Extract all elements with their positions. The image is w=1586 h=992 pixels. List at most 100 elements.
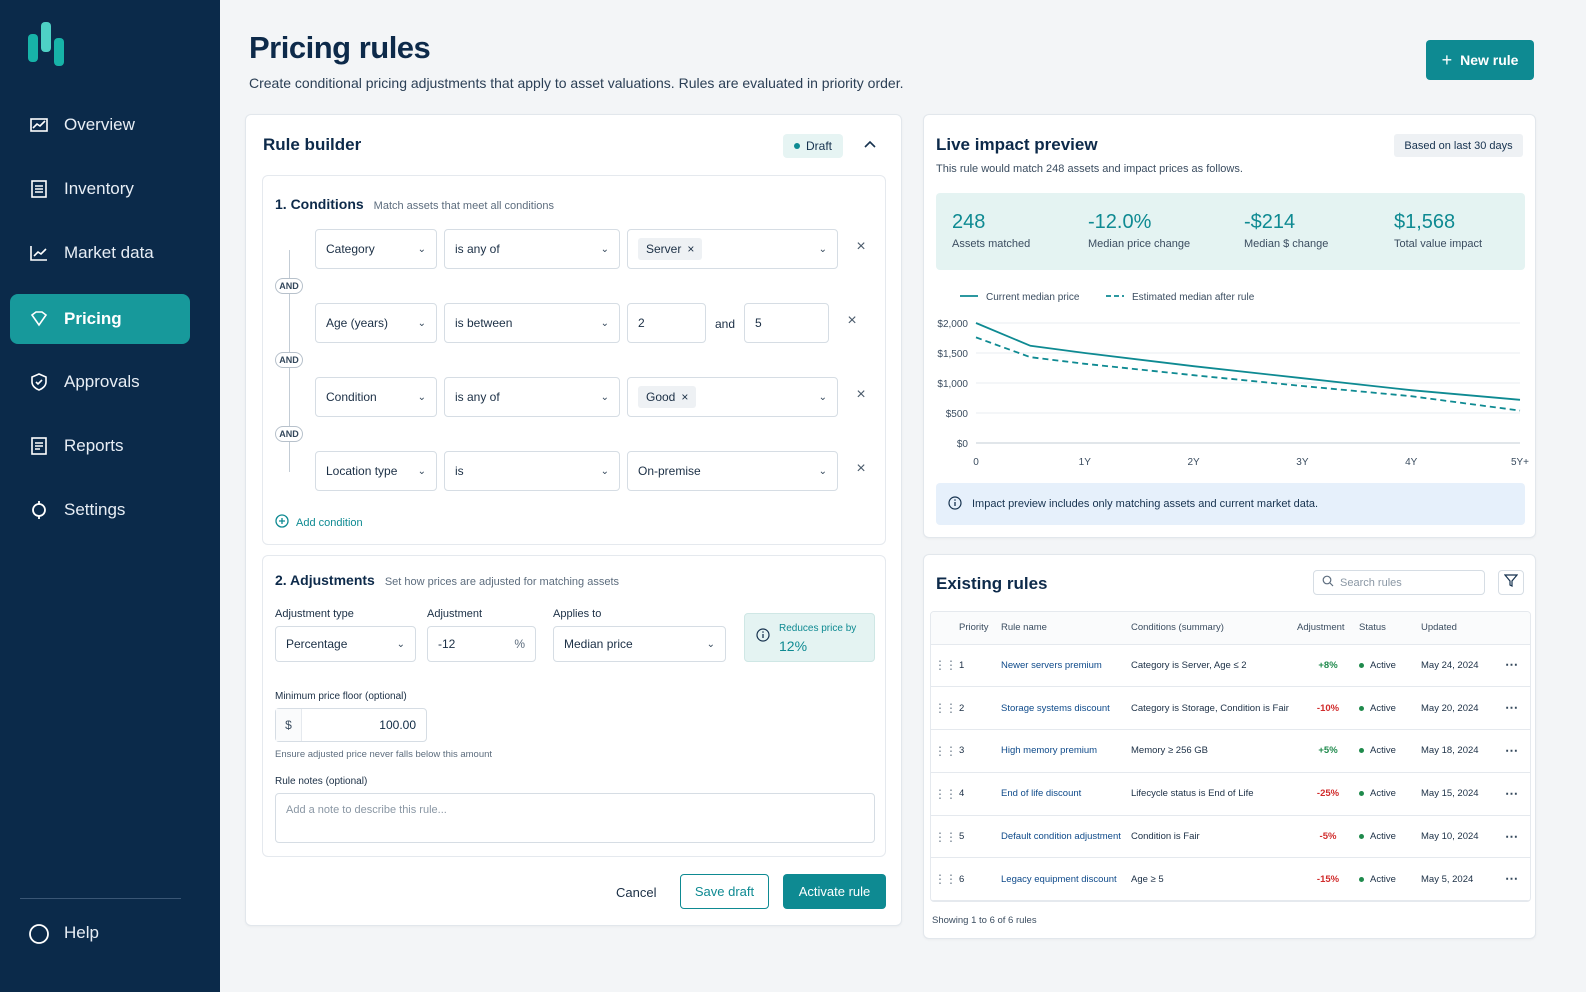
table-row[interactable]: ⋮⋮ 2 Storage systems discount Category is S… bbox=[931, 686, 1530, 731]
condition-value-select[interactable]: Good × ⌄ bbox=[627, 377, 838, 417]
value-chip: Server × bbox=[638, 238, 703, 260]
drag-handle-icon[interactable]: ⋮⋮ bbox=[934, 743, 957, 758]
chevron-down-icon: ⌄ bbox=[818, 465, 827, 477]
sidebar-item-settings[interactable]: Settings bbox=[10, 485, 190, 535]
adjustment-cell: -25% bbox=[1316, 788, 1340, 800]
actions-column-header bbox=[1493, 612, 1530, 645]
age-min-input[interactable]: 2 bbox=[627, 303, 706, 343]
priority-cell: 6 bbox=[959, 857, 1001, 902]
help-icon bbox=[28, 922, 50, 944]
remove-condition-icon[interactable]: × bbox=[856, 460, 866, 477]
status-dot bbox=[1359, 834, 1364, 840]
sidebar-divider bbox=[20, 898, 181, 899]
condition-field-select[interactable]: Location type ⌄ bbox=[315, 451, 437, 491]
new-rule-button[interactable]: + New rule bbox=[1426, 40, 1534, 80]
plus-circle-icon bbox=[275, 514, 289, 531]
floor-input[interactable]: $ 100.00 bbox=[275, 708, 427, 742]
chip-remove-icon[interactable]: × bbox=[681, 390, 689, 404]
condition-operator-select[interactable]: is any of ⌄ bbox=[444, 229, 620, 269]
remove-condition-icon[interactable]: × bbox=[856, 386, 866, 403]
sidebar-item-approvals[interactable]: Approvals bbox=[10, 357, 190, 407]
row-menu-icon[interactable]: ⋯ bbox=[1493, 644, 1530, 688]
condition-operator-select[interactable]: is any of ⌄ bbox=[444, 377, 620, 417]
page-title: Pricing rules bbox=[249, 30, 431, 65]
notes-textarea[interactable]: Add a note to describe this rule... bbox=[275, 793, 875, 843]
chevron-down-icon: ⌄ bbox=[396, 638, 405, 650]
drag-handle-icon[interactable]: ⋮⋮ bbox=[934, 872, 957, 887]
rules-search-input[interactable]: Search rules bbox=[1313, 570, 1485, 595]
rule-name-link[interactable]: End of life discount bbox=[1001, 788, 1082, 800]
input-value: 2 bbox=[638, 316, 645, 330]
condition-field-select[interactable]: Age (years) ⌄ bbox=[315, 303, 437, 343]
rule-name-link[interactable]: Storage systems discount bbox=[1001, 702, 1110, 714]
condition-field-select[interactable]: Condition ⌄ bbox=[315, 377, 437, 417]
drag-handle-icon[interactable]: ⋮⋮ bbox=[934, 658, 957, 673]
sidebar-item-inventory[interactable]: Inventory bbox=[10, 164, 190, 214]
help-link[interactable]: Help bbox=[10, 908, 190, 958]
legend-label: Current median price bbox=[986, 292, 1080, 303]
activate-rule-button[interactable]: Activate rule bbox=[783, 874, 886, 909]
row-menu-icon[interactable]: ⋯ bbox=[1493, 729, 1530, 773]
and-pill: AND bbox=[275, 426, 303, 442]
chart-icon bbox=[28, 114, 50, 136]
priority-cell: 3 bbox=[959, 729, 1001, 773]
stat-value: $1,568 bbox=[1394, 211, 1456, 233]
adjustment-type-select[interactable]: Percentage ⌄ bbox=[275, 626, 416, 662]
condition-field-select[interactable]: Category ⌄ bbox=[315, 229, 437, 269]
rule-name-link[interactable]: High memory premium bbox=[1001, 745, 1098, 757]
row-menu-icon[interactable]: ⋯ bbox=[1493, 686, 1530, 731]
remove-condition-icon[interactable]: × bbox=[847, 312, 857, 329]
rule-name-link[interactable]: Legacy equipment discount bbox=[1001, 873, 1117, 885]
chevron-down-icon: ⌄ bbox=[600, 391, 609, 403]
sidebar-item-market-data[interactable]: Market data bbox=[10, 228, 190, 278]
preview-subtitle: This rule would match 248 assets and imp… bbox=[936, 163, 1243, 175]
collapse-chevron-icon[interactable] bbox=[863, 137, 877, 156]
save-draft-button[interactable]: Save draft bbox=[680, 874, 769, 909]
status-dot bbox=[1359, 705, 1364, 711]
sidebar-item-pricing[interactable]: Pricing bbox=[10, 294, 190, 344]
new-rule-label: New rule bbox=[1460, 52, 1519, 68]
table-row[interactable]: ⋮⋮ 4 End of life discount Lifecycle status … bbox=[931, 772, 1530, 816]
applies-to-select[interactable]: Median price ⌄ bbox=[553, 626, 726, 662]
adjustment-input[interactable]: -12% bbox=[427, 626, 536, 662]
reduces-price-callout: Reduces price by 12% bbox=[744, 613, 875, 662]
rule-builder-title: Rule builder bbox=[263, 135, 362, 154]
updated-cell: May 20, 2024 bbox=[1421, 686, 1493, 731]
age-max-input[interactable]: 5 bbox=[744, 303, 829, 343]
search-placeholder: Search rules bbox=[1340, 576, 1402, 589]
cancel-button[interactable]: Cancel bbox=[616, 885, 657, 900]
sidebar-item-label: Overview bbox=[64, 115, 135, 134]
sidebar-item-overview[interactable]: Overview bbox=[10, 100, 190, 150]
remove-condition-icon[interactable]: × bbox=[856, 238, 866, 255]
legend-label: Estimated median after rule bbox=[1132, 292, 1255, 303]
stat-label: Median $ change bbox=[1244, 238, 1329, 250]
table-row[interactable]: ⋮⋮ 3 High memory premium Memory ≥ 256 GB +5%… bbox=[931, 729, 1530, 773]
row-menu-icon[interactable]: ⋯ bbox=[1493, 857, 1530, 902]
drag-handle-icon[interactable]: ⋮⋮ bbox=[934, 829, 957, 844]
table-row[interactable]: ⋮⋮ 5 Default condition adjustment Condition… bbox=[931, 815, 1530, 859]
chip-remove-icon[interactable]: × bbox=[687, 242, 695, 256]
condition-operator-select[interactable]: is ⌄ bbox=[444, 451, 620, 491]
drag-handle-icon[interactable]: ⋮⋮ bbox=[934, 701, 957, 716]
sidebar-item-label: Settings bbox=[64, 500, 126, 519]
row-menu-icon[interactable]: ⋯ bbox=[1493, 815, 1530, 859]
adjustment-cell: +5% bbox=[1318, 745, 1338, 757]
select-value: Age (years) bbox=[326, 316, 389, 330]
condition-value-select[interactable]: Server × ⌄ bbox=[627, 229, 838, 269]
row-menu-icon[interactable]: ⋯ bbox=[1493, 772, 1530, 816]
filter-button[interactable] bbox=[1498, 570, 1524, 595]
gear-icon bbox=[28, 499, 50, 521]
value-chip: Good × bbox=[638, 386, 697, 408]
sidebar-item-reports[interactable]: Reports bbox=[10, 421, 190, 471]
conditions-cell: Age ≥ 5 bbox=[1131, 857, 1297, 902]
condition-value-select[interactable]: On-premise ⌄ bbox=[627, 451, 838, 491]
sidebar-item-label: Pricing bbox=[64, 309, 122, 328]
rule-name-link[interactable]: Default condition adjustment bbox=[1001, 831, 1121, 843]
table-row[interactable]: ⋮⋮ 6 Legacy equipment discount Age ≥ 5 -15% A… bbox=[931, 857, 1530, 902]
condition-operator-select[interactable]: is between ⌄ bbox=[444, 303, 620, 343]
table-row[interactable]: ⋮⋮ 1 Newer servers premium Category is Serv… bbox=[931, 644, 1530, 688]
rule-name-link[interactable]: Newer servers premium bbox=[1001, 659, 1102, 671]
drag-handle-icon[interactable]: ⋮⋮ bbox=[934, 786, 957, 801]
add-condition-button[interactable]: Add condition bbox=[275, 514, 363, 531]
adjustment-cell: -10% bbox=[1316, 702, 1340, 714]
